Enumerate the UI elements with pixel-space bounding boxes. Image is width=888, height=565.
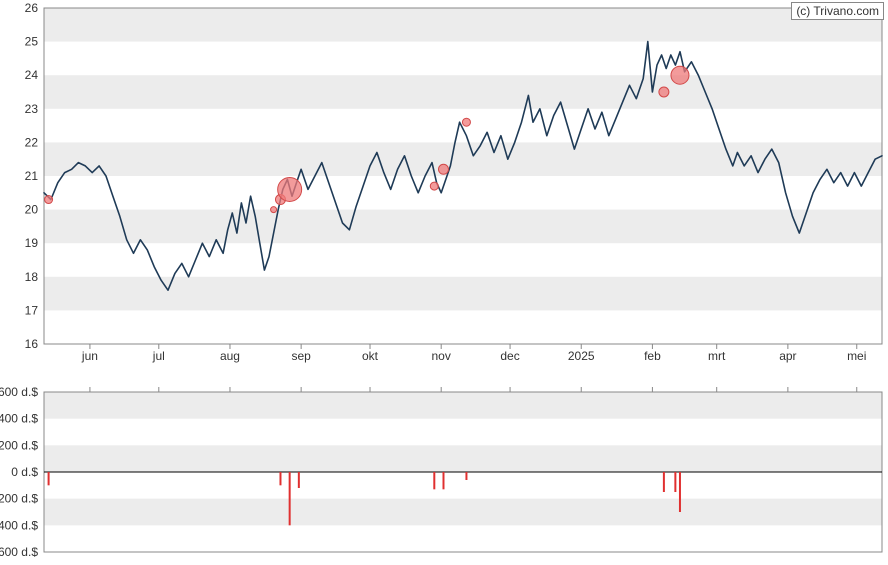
y-tick-label: 400 d.$	[0, 412, 38, 426]
x-tick-label: aug	[220, 349, 240, 363]
event-marker	[659, 87, 669, 97]
x-tick-label: mei	[847, 349, 866, 363]
y-tick-label: 16	[25, 337, 39, 351]
y-tick-label: -400 d.$	[0, 518, 38, 532]
event-marker	[45, 196, 53, 204]
attribution-label: (c) Trivano.com	[791, 2, 884, 20]
event-marker	[462, 118, 470, 126]
y-tick-label: 20	[25, 203, 39, 217]
event-marker	[438, 164, 448, 174]
y-tick-label: -200 d.$	[0, 492, 38, 506]
y-tick-label: -600 d.$	[0, 545, 38, 559]
x-tick-label: apr	[779, 349, 796, 363]
x-tick-label: sep	[291, 349, 311, 363]
y-tick-label: 19	[25, 236, 39, 250]
x-tick-label: feb	[644, 349, 661, 363]
x-tick-label: mrt	[708, 349, 726, 363]
y-tick-label: 0 d.$	[11, 465, 38, 479]
y-tick-label: 23	[25, 102, 39, 116]
y-tick-label: 21	[25, 169, 39, 183]
x-tick-label: 2025	[568, 349, 595, 363]
x-tick-label: jun	[81, 349, 98, 363]
y-tick-label: 22	[25, 135, 39, 149]
x-tick-label: jul	[152, 349, 165, 363]
x-tick-label: nov	[432, 349, 451, 363]
x-tick-label: dec	[500, 349, 519, 363]
y-tick-label: 600 d.$	[0, 385, 38, 399]
y-tick-label: 200 d.$	[0, 438, 38, 452]
y-tick-label: 24	[25, 68, 39, 82]
y-tick-label: 26	[25, 1, 39, 15]
y-tick-label: 17	[25, 303, 39, 317]
x-tick-label: okt	[362, 349, 379, 363]
event-marker	[671, 66, 689, 84]
chart-container: (c) Trivano.com 16 17 18 19 20 21 22 23 24 25 26 ju…	[0, 0, 888, 565]
y-tick-label: 18	[25, 270, 39, 284]
y-tick-label: 25	[25, 35, 39, 49]
event-marker	[430, 182, 438, 190]
event-marker	[278, 177, 302, 201]
chart-svg: 16 17 18 19 20 21 22 23 24 25 26 jun jul aug sep okt nov…	[0, 0, 888, 565]
event-marker	[271, 207, 277, 213]
